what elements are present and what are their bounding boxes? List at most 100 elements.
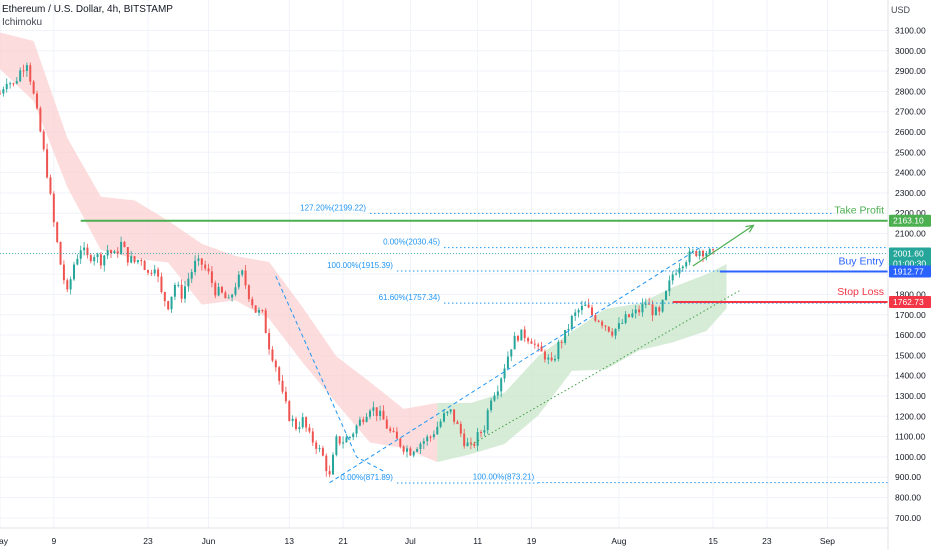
candle-body — [601, 321, 604, 326]
symbol-title[interactable]: Ethereum / U.S. Dollar, 4h, BITSTAMP — [2, 4, 173, 15]
candle-body — [9, 83, 12, 85]
candle-body — [103, 255, 106, 266]
candle-body — [480, 432, 482, 434]
candle-body — [99, 254, 102, 266]
candle-body — [116, 251, 119, 254]
candle-body — [46, 149, 49, 178]
candle-body — [453, 409, 456, 422]
x-tick-label: May — [0, 536, 9, 546]
candle-body — [665, 291, 667, 300]
candle-body — [130, 256, 133, 263]
candle-body — [160, 276, 163, 293]
candle-body — [197, 258, 200, 261]
candle-body — [661, 299, 664, 312]
candle-body — [533, 343, 536, 345]
candle-body — [614, 328, 617, 336]
candle-body — [496, 391, 499, 396]
y-tick-label: 2200.00 — [895, 208, 926, 218]
candle-body — [443, 413, 445, 422]
candle-body — [651, 304, 654, 316]
candle-body — [342, 442, 345, 444]
candle-body — [607, 326, 610, 332]
candle-body — [210, 271, 213, 283]
candle-body — [638, 309, 641, 313]
y-tick-label: 1000.00 — [895, 452, 926, 462]
time-axis[interactable]: May 9 23 Jun 13 21 Jul 11 19 Aug 15 23 Sep — [0, 527, 888, 546]
candle-body — [177, 284, 180, 286]
candle-body — [473, 443, 476, 446]
candle-body — [305, 417, 308, 428]
fib-level-label: 100.00%(1915.39) — [327, 261, 393, 270]
candle-body — [69, 279, 72, 290]
candle-body — [291, 418, 294, 421]
candle-body — [83, 247, 86, 251]
candle-body — [79, 250, 82, 259]
candle-body — [671, 274, 674, 281]
candle-body — [426, 436, 429, 442]
candle-body — [113, 251, 116, 254]
buy-entry-price-tag: 1912.77 — [893, 267, 924, 277]
candle-body — [688, 251, 691, 263]
candle-body — [89, 255, 92, 262]
candle-body — [261, 310, 264, 312]
candle-body — [147, 270, 149, 273]
trendlines[interactable] — [275, 224, 755, 484]
candle-body — [584, 304, 587, 306]
candle-body — [580, 305, 583, 311]
cloud-bullish — [437, 264, 727, 463]
fib-level-label: 127.20%(2199.22) — [300, 203, 366, 212]
y-tick-label: 2600.00 — [895, 127, 926, 137]
candle-body — [133, 256, 136, 263]
y-tick-label: 700.00 — [895, 513, 921, 523]
candle-body — [402, 446, 405, 452]
stop-loss-price-tag-bg — [889, 296, 931, 309]
candle-body — [419, 443, 422, 450]
y-tick-label: 1400.00 — [895, 371, 926, 381]
candle-body — [628, 314, 630, 317]
y-tick-label: 1800.00 — [895, 289, 926, 299]
candle-body — [123, 241, 126, 248]
candle-body — [338, 436, 341, 444]
candle-body — [93, 257, 96, 262]
cloud-bearish — [0, 32, 438, 463]
candle-body — [493, 395, 496, 401]
trade-levels[interactable]: Take Profit Buy Entry Stop Loss — [0, 205, 888, 304]
candle-body — [2, 89, 5, 94]
candle-body — [678, 268, 681, 274]
candle-body — [56, 222, 59, 242]
candle-body — [604, 325, 607, 327]
candle-body — [180, 284, 183, 299]
indicator-label[interactable]: Ichimoku — [2, 17, 43, 28]
candle-body — [392, 431, 395, 433]
fib-level-label: 100.00%(873.21) — [473, 473, 535, 482]
candle-body — [325, 455, 328, 472]
y-tick-label: 3100.00 — [895, 25, 926, 35]
candle-body — [577, 310, 580, 313]
candle-body — [537, 344, 540, 347]
candle-body — [554, 359, 556, 361]
y-tick-label: 900.00 — [895, 472, 921, 482]
candle-body — [490, 400, 493, 411]
take-profit-label: Take Profit — [834, 205, 884, 217]
candle-body — [96, 254, 99, 258]
candle-body — [611, 331, 614, 336]
candle-body — [247, 285, 250, 300]
candle-body — [39, 108, 42, 132]
candle-body — [648, 303, 651, 305]
candle-body — [375, 407, 378, 416]
price-axis[interactable]: 700.00 800.00 900.00 1000.00 1100.00 1200.00 1… — [887, 0, 931, 550]
candle-body — [15, 81, 18, 84]
candle-body — [567, 329, 570, 331]
candle-body — [298, 427, 301, 429]
candle-body — [597, 320, 600, 322]
candle-body — [328, 471, 331, 475]
candle-body — [631, 313, 634, 317]
candle-body — [466, 442, 469, 447]
fib-level-label: 61.60%(1757.34) — [379, 293, 441, 302]
candle-body — [476, 432, 479, 446]
x-tick-label: 15 — [708, 536, 718, 546]
candle-body — [355, 425, 358, 434]
candle-body — [459, 423, 462, 434]
candle-body — [143, 260, 146, 271]
